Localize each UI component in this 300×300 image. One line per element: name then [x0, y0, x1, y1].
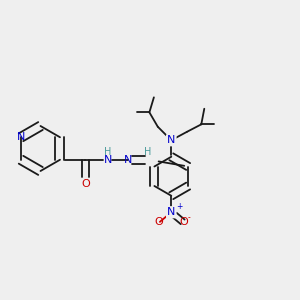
Text: N: N — [167, 207, 176, 217]
Text: O: O — [81, 179, 90, 189]
Text: +: + — [177, 202, 183, 211]
Text: O: O — [154, 217, 164, 227]
Text: H: H — [144, 147, 151, 157]
Text: N: N — [124, 155, 133, 165]
Text: O: O — [179, 217, 188, 227]
Text: N: N — [104, 155, 112, 165]
Text: N: N — [17, 132, 25, 142]
Text: H: H — [104, 147, 112, 157]
Text: -: - — [187, 213, 190, 222]
Text: N: N — [167, 135, 176, 145]
